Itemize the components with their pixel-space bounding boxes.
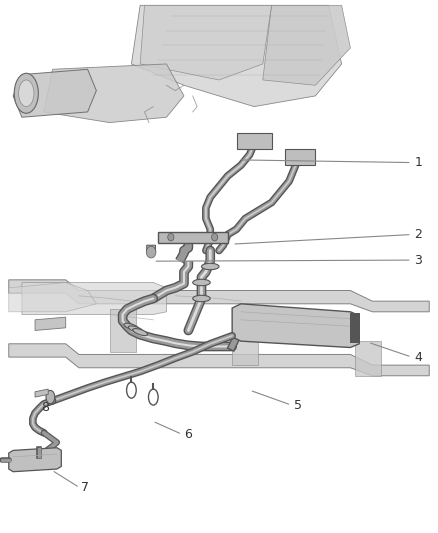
Text: 1: 1 xyxy=(414,156,422,169)
Polygon shape xyxy=(44,64,184,123)
Ellipse shape xyxy=(18,80,34,107)
Ellipse shape xyxy=(193,295,210,302)
Bar xyxy=(350,313,360,343)
Ellipse shape xyxy=(46,390,55,404)
Ellipse shape xyxy=(201,263,219,270)
Polygon shape xyxy=(9,280,429,312)
Polygon shape xyxy=(13,69,96,117)
Ellipse shape xyxy=(128,326,143,333)
Text: 8: 8 xyxy=(41,401,49,414)
Polygon shape xyxy=(232,304,359,348)
Polygon shape xyxy=(232,325,258,365)
Ellipse shape xyxy=(124,323,139,330)
Polygon shape xyxy=(140,5,272,80)
Polygon shape xyxy=(110,309,136,352)
Text: 5: 5 xyxy=(294,399,302,411)
Polygon shape xyxy=(158,232,228,243)
Circle shape xyxy=(212,233,218,241)
Polygon shape xyxy=(285,149,315,165)
Polygon shape xyxy=(9,282,96,312)
Polygon shape xyxy=(9,344,429,376)
Text: 4: 4 xyxy=(414,351,422,364)
Polygon shape xyxy=(355,341,381,376)
Polygon shape xyxy=(147,245,155,255)
Ellipse shape xyxy=(133,328,148,336)
Polygon shape xyxy=(9,448,61,472)
Polygon shape xyxy=(35,389,48,397)
Polygon shape xyxy=(22,282,166,314)
Text: 6: 6 xyxy=(184,428,192,441)
Polygon shape xyxy=(131,5,342,107)
Ellipse shape xyxy=(14,74,38,114)
Polygon shape xyxy=(237,133,272,149)
Circle shape xyxy=(146,246,156,258)
Ellipse shape xyxy=(193,279,210,286)
Text: 7: 7 xyxy=(81,481,89,494)
Text: 3: 3 xyxy=(414,254,422,266)
Circle shape xyxy=(168,233,174,241)
Bar xyxy=(0,264,438,533)
Polygon shape xyxy=(35,317,66,330)
Text: 2: 2 xyxy=(414,228,422,241)
Polygon shape xyxy=(263,5,350,85)
